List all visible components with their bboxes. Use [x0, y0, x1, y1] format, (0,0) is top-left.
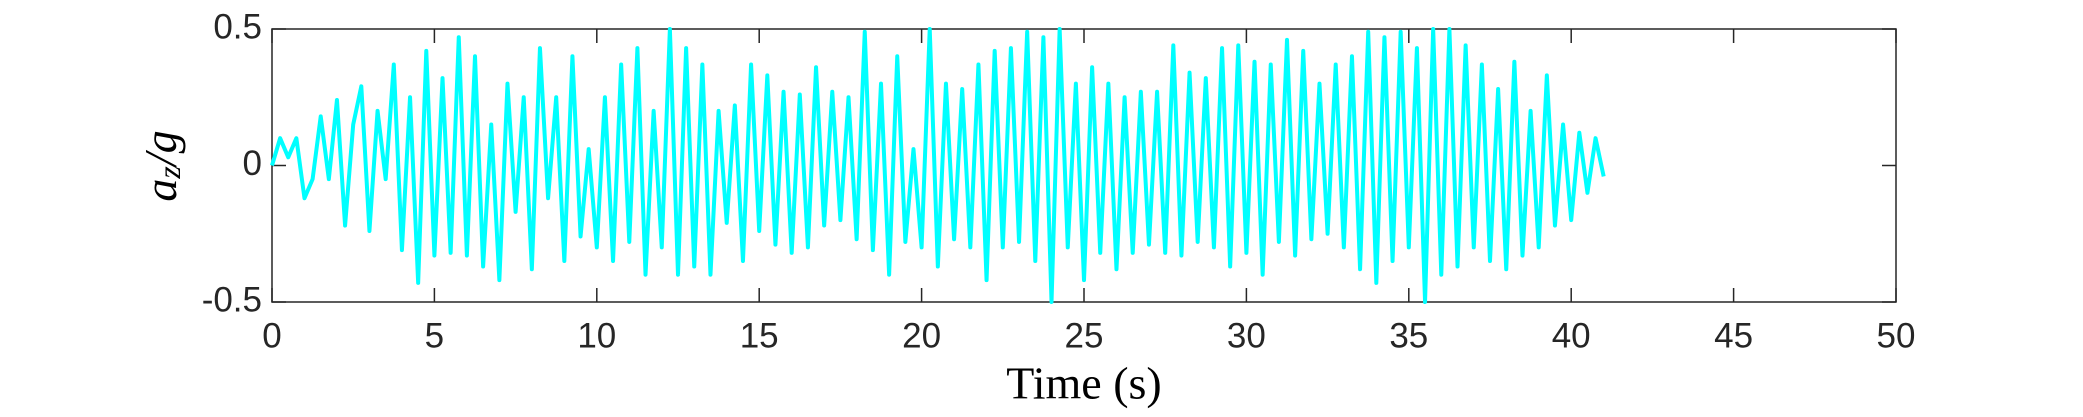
- data-line: [270, 27, 1606, 304]
- x-tick-label: 10: [577, 316, 616, 355]
- x-tick-label: 0: [262, 316, 281, 355]
- y-label-base: a: [135, 179, 186, 202]
- x-tick-label: 40: [1552, 316, 1591, 355]
- x-tick-label: 30: [1227, 316, 1266, 355]
- x-axis-label: Time (s): [1006, 358, 1162, 409]
- y-tick-label: 0.5: [213, 7, 262, 46]
- x-tick-label: 20: [902, 316, 941, 355]
- x-tick-label: 5: [425, 316, 444, 355]
- y-label-sub: z: [151, 166, 187, 180]
- y-tick-label: 0: [243, 144, 262, 183]
- y-axis-label: az/g: [135, 130, 188, 201]
- y-label-rest: /g: [135, 130, 186, 169]
- x-tick-label: 15: [740, 316, 779, 355]
- y-tick-label: -0.5: [202, 280, 262, 319]
- x-tick-label: 25: [1065, 316, 1104, 355]
- x-tick-label: 50: [1877, 316, 1916, 355]
- x-tick-label: 35: [1389, 316, 1428, 355]
- x-tick-label: 45: [1714, 316, 1753, 355]
